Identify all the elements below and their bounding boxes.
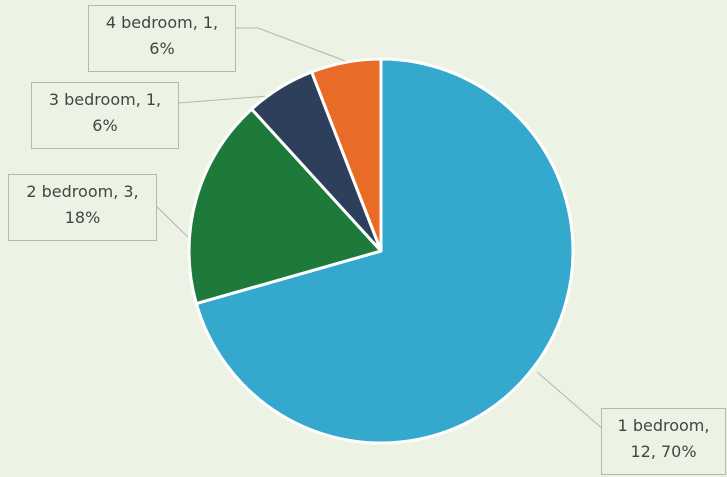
slice-label-4-bedroom-line2: 6%	[149, 39, 175, 58]
slice-label-3-bedroom: 3 bedroom, 1, 6%	[31, 82, 179, 149]
leader-line-3-bedroom	[178, 95, 269, 104]
slice-label-1-bedroom-line2: 12, 70%	[630, 442, 697, 461]
slice-label-2-bedroom: 2 bedroom, 3, 18%	[8, 174, 157, 241]
slice-label-1-bedroom-line1: 1 bedroom,	[617, 416, 710, 435]
slice-label-4-bedroom: 4 bedroom, 1, 6%	[88, 5, 236, 72]
pie-slice-2-bedroom	[187, 107, 383, 306]
leader-line-4-bedroom	[236, 27, 349, 63]
slice-label-3-bedroom-line2: 6%	[92, 116, 118, 135]
pie-slice-4-bedroom	[310, 57, 383, 253]
slice-label-3-bedroom-line1: 3 bedroom, 1,	[48, 90, 162, 109]
leader-line-1-bedroom	[536, 371, 605, 431]
slice-label-2-bedroom-line1: 2 bedroom, 3,	[26, 182, 139, 201]
slice-label-1-bedroom: 1 bedroom, 12, 70%	[601, 408, 726, 475]
pie-slice-1-bedroom	[194, 57, 575, 445]
slice-label-2-bedroom-line2: 18%	[64, 208, 101, 227]
leader-line-2-bedroom	[156, 206, 193, 242]
slice-label-4-bedroom-line1: 4 bedroom, 1,	[105, 13, 219, 32]
